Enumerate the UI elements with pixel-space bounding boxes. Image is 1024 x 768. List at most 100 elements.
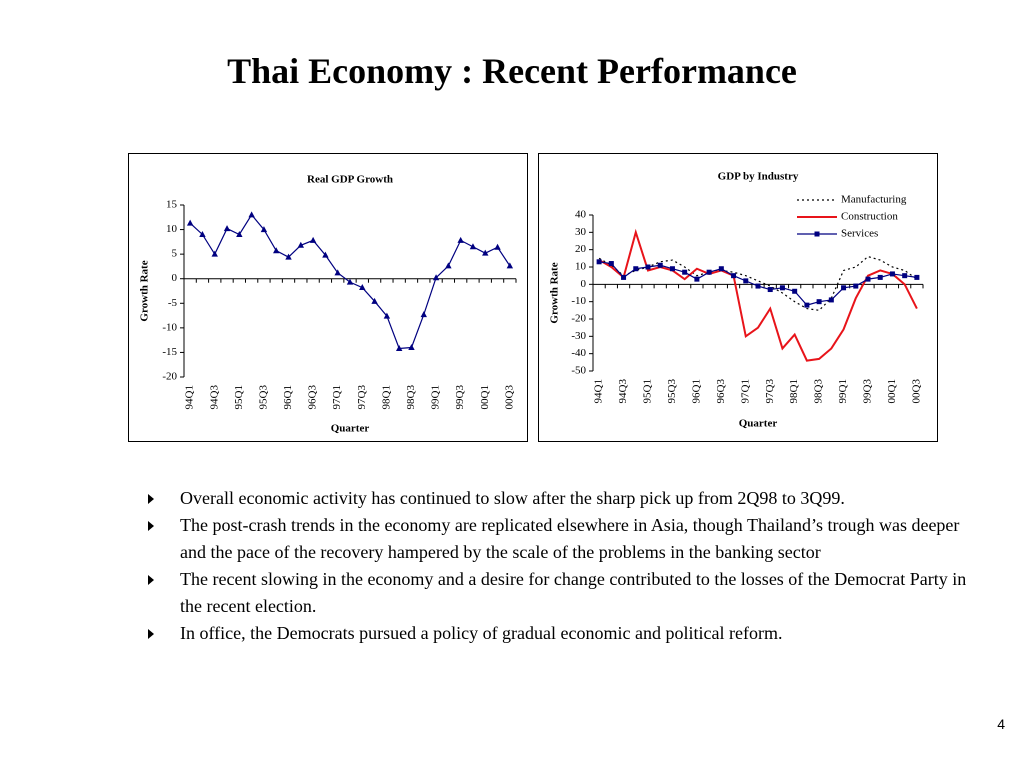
marker [445,262,452,269]
data-line [598,255,918,311]
y-tick-label: 20 [575,243,587,255]
marker [853,283,859,289]
x-tick-label: 94Q3 [208,385,220,410]
marker [334,269,341,276]
chart-title: Real GDP Growth [307,174,393,186]
bullet-text: In office, the Democrats pursued a polic… [180,623,783,643]
x-tick-label: 95Q1 [233,385,245,409]
bullet-text: Overall economic activity has continued … [180,488,845,508]
marker [223,225,231,232]
x-tick-label: 95Q3 [666,379,678,404]
y-tick-label: 15 [166,199,178,211]
y-tick-label: -5 [168,297,178,309]
chart: Real GDP Growth Growth Rate Quarter -20 -15 -… [128,153,528,442]
marker [865,276,871,282]
marker [494,243,501,250]
marker [248,211,255,218]
marker [260,226,268,233]
marker [804,302,810,308]
legend-label: Services [841,228,878,240]
legend: Manufacturing Construction Services [797,194,907,240]
marker [371,297,378,304]
marker [767,287,773,293]
marker [285,253,292,260]
marker [841,285,847,291]
marker [309,236,317,243]
y-tick-label: 5 [172,248,178,260]
y-tick-label: -15 [162,346,177,358]
x-tick-label: 00Q3 [910,379,922,404]
x-tick-label: 95Q3 [257,385,269,410]
slide-title: Thai Economy : Recent Performance [227,51,797,91]
bullet-list: Overall economic activity has continued … [145,485,985,647]
bullet: Overall economic activity has continued … [145,485,985,512]
legend-label: Construction [841,211,898,223]
x-tick-label: 95Q1 [642,379,654,403]
x-tick-label: 96Q1 [690,379,702,403]
marker [432,274,440,281]
marker [469,243,477,250]
marker [828,297,834,303]
y-tick-label: 10 [166,223,178,235]
y-tick-label: 10 [575,261,587,273]
y-tick-label: -40 [571,347,586,359]
page-number: 4 [997,716,1005,732]
x-tick-label: 99Q1 [430,385,442,409]
marker [718,266,724,272]
y-tick-label: 40 [575,209,587,221]
marker [645,264,651,270]
marker [755,283,761,289]
x-tick-label: 97Q1 [331,385,343,409]
y-axis-label: Growth Rate [139,260,151,321]
marker [482,249,489,256]
data-line [598,228,918,362]
marker [669,266,675,272]
y-tick-label: -20 [571,313,586,325]
marker [383,312,391,319]
bullet-text: The post-crash trends in the economy are… [180,515,960,562]
x-tick-label: 94Q3 [617,379,629,404]
x-tick-label: 94Q1 [184,385,196,409]
marker [359,284,366,291]
marker [408,344,415,351]
x-tick-label: 97Q1 [739,379,751,403]
marker [706,269,712,275]
x-tick-label: 99Q1 [837,379,849,403]
marker [596,259,602,265]
marker [199,230,206,237]
marker [792,288,798,294]
x-tick-label: 94Q1 [593,379,605,403]
chart: GDP by Industry Growth Rate Quarter -50 -40 -… [538,153,938,442]
marker [814,231,820,237]
x-axis-label: Quarter [331,423,370,435]
bullet-icon [148,629,154,639]
x-tick-label: 97Q3 [356,385,368,410]
legend-label: Manufacturing [841,194,907,206]
x-tick-label: 98Q3 [813,379,825,404]
marker [236,230,243,237]
marker [346,278,354,285]
marker [457,236,464,243]
marker [506,262,514,269]
marker [621,274,627,280]
marker [902,273,908,279]
x-tick-label: 00Q1 [886,379,898,403]
bullet: The post-crash trends in the economy are… [145,512,985,566]
bullet-text: The recent slowing in the economy and a … [180,569,967,616]
y-tick-label: 0 [581,278,587,290]
x-tick-label: 98Q3 [405,385,417,410]
marker [186,219,194,226]
y-tick-label: -10 [162,321,177,333]
x-tick-label: 97Q3 [764,379,776,404]
bullet-icon [148,494,154,504]
x-tick-label: 00Q3 [503,385,515,410]
marker [743,278,749,284]
bullet: The recent slowing in the economy and a … [145,566,985,620]
marker [694,276,700,282]
bullet-icon [148,575,154,585]
marker [889,271,895,277]
x-tick-label: 96Q1 [282,385,294,409]
x-tick-label: 99Q3 [454,385,466,410]
x-tick-label: 96Q3 [307,385,319,410]
